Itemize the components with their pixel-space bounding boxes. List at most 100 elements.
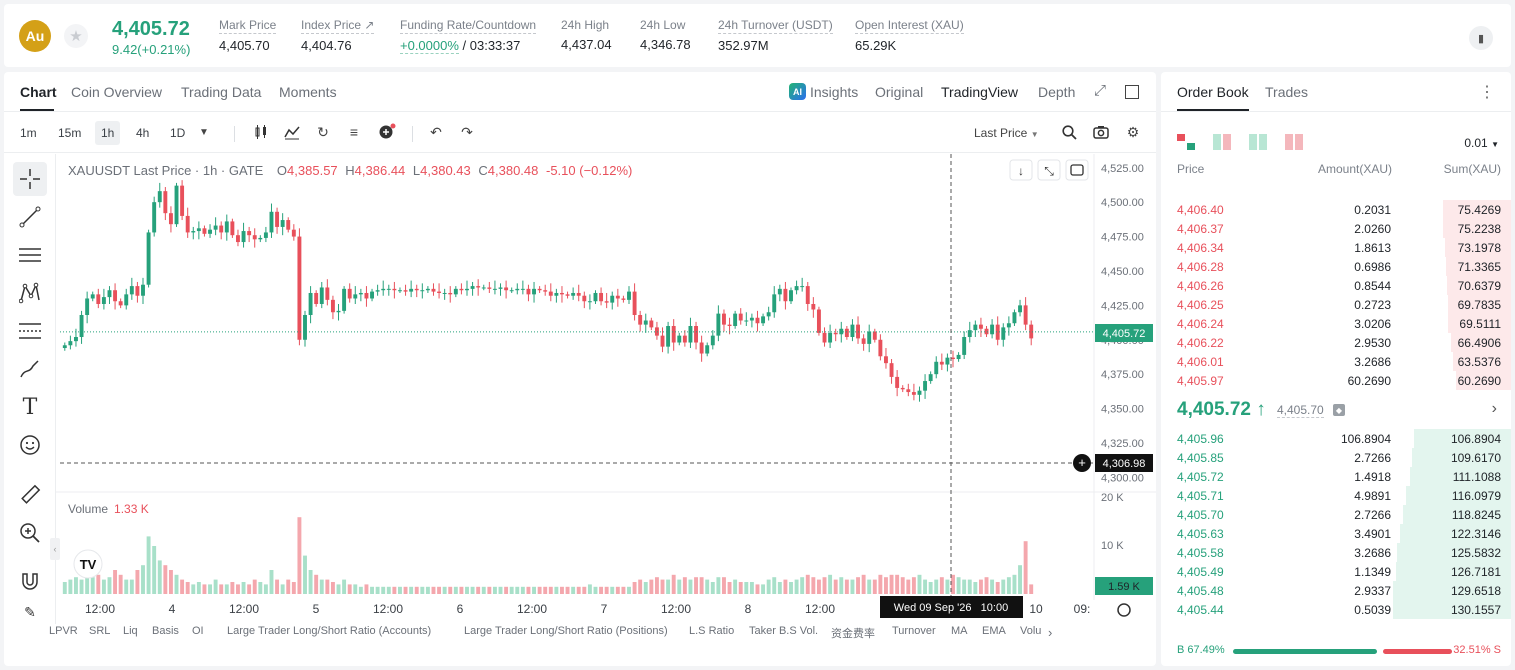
stat-label[interactable]: Funding Rate/Countdown bbox=[400, 18, 537, 34]
magnet-icon[interactable] bbox=[13, 564, 47, 598]
indicator-funding-rate[interactable]: 资金费率 bbox=[831, 628, 875, 640]
ask-row[interactable]: 4,406.25 0.2723 69.7835 bbox=[1161, 295, 1511, 314]
tab-original[interactable]: Original bbox=[875, 84, 924, 100]
templates-icon[interactable]: ≡ bbox=[349, 124, 359, 140]
stat-label[interactable]: 24h Turnover (USDT) bbox=[718, 18, 833, 34]
timeframe-dropdown-icon[interactable]: ▼ bbox=[199, 126, 209, 138]
redo-icon[interactable]: ↷ bbox=[461, 123, 473, 140]
tab-insights[interactable]: Insights bbox=[810, 84, 859, 100]
indicator-large-trader-accounts[interactable]: Large Trader Long/Short Ratio (Accounts) bbox=[227, 625, 432, 637]
camera-icon[interactable] bbox=[1091, 122, 1111, 142]
indicator-basis[interactable]: Basis bbox=[152, 625, 179, 637]
funding-rate-value[interactable]: +0.0000% bbox=[400, 38, 459, 54]
search-icon[interactable] bbox=[1059, 122, 1079, 142]
settings-gear-icon[interactable]: ⚙ bbox=[1126, 123, 1140, 140]
add-alert-icon[interactable] bbox=[1073, 454, 1091, 472]
layout-asks-icon[interactable] bbox=[1285, 134, 1303, 150]
chevron-right-icon[interactable]: › bbox=[1048, 625, 1053, 640]
stat-label[interactable]: Open Interest (XAU) bbox=[855, 18, 964, 34]
ask-row[interactable]: 4,406.22 2.9530 66.4906 bbox=[1161, 333, 1511, 352]
brush-icon[interactable] bbox=[13, 352, 47, 386]
bid-row[interactable]: 4,405.96 106.8904 106.8904 bbox=[1161, 429, 1511, 448]
expand-icon[interactable]: ⤢ bbox=[1094, 82, 1107, 99]
chart-gear-icon[interactable] bbox=[1117, 603, 1131, 617]
trend-line-icon[interactable] bbox=[13, 200, 47, 234]
bid-row[interactable]: 4,405.49 1.1349 126.7181 bbox=[1161, 562, 1511, 581]
bid-row[interactable]: 4,405.72 1.4918 111.1088 bbox=[1161, 467, 1511, 486]
price-chart[interactable]: 4,525.00 4,500.00 4,475.00 4,450.00 4,425.00… bbox=[4, 72, 1156, 666]
ruler-icon[interactable] bbox=[13, 478, 47, 512]
tab-tradingview[interactable]: TradingView bbox=[941, 84, 1019, 100]
layout-bids-icon[interactable] bbox=[1249, 134, 1267, 150]
book-icon[interactable]: ▮ bbox=[1469, 26, 1493, 50]
indicator-oi[interactable]: OI bbox=[192, 625, 204, 637]
collapse-toolbar-icon[interactable]: ‹ bbox=[50, 538, 60, 560]
bid-row[interactable]: 4,405.58 3.2686 125.5832 bbox=[1161, 543, 1511, 562]
timeframe-1d[interactable]: 1D bbox=[170, 126, 186, 140]
fibonacci-icon[interactable] bbox=[13, 314, 47, 348]
compare-icon[interactable]: ↻ bbox=[317, 123, 329, 140]
undo-icon[interactable]: ↶ bbox=[430, 123, 442, 140]
layout-both-icon[interactable] bbox=[1177, 134, 1195, 150]
bid-row[interactable]: 4,405.48 2.9337 129.6518 bbox=[1161, 581, 1511, 600]
scroll-down-button[interactable] bbox=[1009, 159, 1033, 181]
pencil-lock-icon[interactable]: ✎ bbox=[24, 603, 36, 620]
indicator-volume[interactable]: Volu bbox=[1020, 625, 1042, 637]
tab-trades[interactable]: Trades bbox=[1265, 84, 1309, 100]
tab-moments[interactable]: Moments bbox=[279, 84, 337, 100]
pattern-icon[interactable] bbox=[13, 276, 47, 310]
candle-type-icon[interactable] bbox=[251, 122, 271, 142]
indicators-icon[interactable] bbox=[282, 122, 302, 142]
ask-row[interactable]: 4,406.24 3.0206 69.5111 bbox=[1161, 314, 1511, 333]
bid-row[interactable]: 4,405.44 0.5039 130.1557 bbox=[1161, 600, 1511, 619]
tab-coin-overview[interactable]: Coin Overview bbox=[71, 84, 163, 100]
tab-chart[interactable]: Chart bbox=[20, 84, 57, 100]
timeframe-1m[interactable]: 1m bbox=[20, 126, 37, 140]
favorite-star-icon[interactable]: ★ bbox=[64, 24, 88, 48]
stat-label[interactable]: Index Price ↗ bbox=[301, 18, 375, 34]
text-tool-icon[interactable]: T bbox=[22, 394, 38, 420]
horizontal-lines-icon[interactable] bbox=[13, 238, 47, 272]
ask-row[interactable]: 4,405.97 60.2690 60.2690 bbox=[1161, 371, 1511, 390]
tab-depth[interactable]: Depth bbox=[1038, 84, 1076, 100]
layout-split-icon[interactable] bbox=[1213, 134, 1231, 150]
stat-label[interactable]: Mark Price bbox=[219, 18, 277, 34]
indicator-ema[interactable]: EMA bbox=[982, 625, 1006, 637]
timeframe-1h[interactable]: 1h bbox=[95, 121, 121, 145]
more-options-icon[interactable]: ⋮ bbox=[1479, 84, 1495, 101]
crosshair-icon[interactable] bbox=[13, 162, 47, 196]
indicator-ls-ratio[interactable]: L.S Ratio bbox=[689, 625, 735, 637]
indicator-srl[interactable]: SRL bbox=[89, 625, 111, 637]
add-indicator-icon[interactable] bbox=[377, 122, 397, 142]
ask-row[interactable]: 4,406.34 1.8613 73.1978 bbox=[1161, 238, 1511, 257]
indicator-turnover[interactable]: Turnover bbox=[892, 625, 936, 637]
price-source-select[interactable]: Last Price ▼ bbox=[974, 126, 1039, 140]
fullscreen-button[interactable] bbox=[1065, 159, 1089, 181]
bid-row[interactable]: 4,405.85 2.7266 109.6170 bbox=[1161, 448, 1511, 467]
ask-row[interactable]: 4,406.40 0.2031 75.4269 bbox=[1161, 200, 1511, 219]
indicator-liq[interactable]: Liq bbox=[123, 625, 138, 637]
emoji-icon[interactable] bbox=[13, 428, 47, 462]
tab-trading-data[interactable]: Trading Data bbox=[181, 84, 262, 100]
indicator-large-trader-positions[interactable]: Large Trader Long/Short Ratio (Positions… bbox=[464, 625, 668, 637]
ask-row[interactable]: 4,406.01 3.2686 63.5376 bbox=[1161, 352, 1511, 371]
ask-row[interactable]: 4,406.26 0.8544 70.6379 bbox=[1161, 276, 1511, 295]
ask-row[interactable]: 4,406.28 0.6986 71.3365 bbox=[1161, 257, 1511, 276]
zoom-in-icon[interactable] bbox=[13, 516, 47, 550]
timeframe-15m[interactable]: 15m bbox=[58, 126, 82, 140]
candle-body bbox=[129, 286, 134, 295]
indicator-taker-bs-vol[interactable]: Taker B.S Vol. bbox=[749, 625, 819, 637]
collapse-button[interactable] bbox=[1037, 159, 1061, 181]
bid-row[interactable]: 4,405.70 2.7266 118.8245 bbox=[1161, 505, 1511, 524]
ask-row[interactable]: 4,406.37 2.0260 75.2238 bbox=[1161, 219, 1511, 238]
timeframe-4h[interactable]: 4h bbox=[136, 126, 150, 140]
bid-row[interactable]: 4,405.63 3.4901 122.3146 bbox=[1161, 524, 1511, 543]
window-icon[interactable] bbox=[1125, 85, 1139, 99]
chart-overlay-buttons: ↓ ⤡ bbox=[1009, 159, 1089, 181]
indicator-lpvr[interactable]: LPVR bbox=[49, 625, 78, 637]
indicator-ma[interactable]: MA bbox=[951, 625, 968, 637]
tab-order-book[interactable]: Order Book bbox=[1177, 84, 1249, 100]
tick-size-select[interactable]: 0.01 ▼ bbox=[1464, 136, 1499, 150]
chevron-right-icon[interactable]: › bbox=[1491, 400, 1497, 417]
bid-row[interactable]: 4,405.71 4.9891 116.0979 bbox=[1161, 486, 1511, 505]
